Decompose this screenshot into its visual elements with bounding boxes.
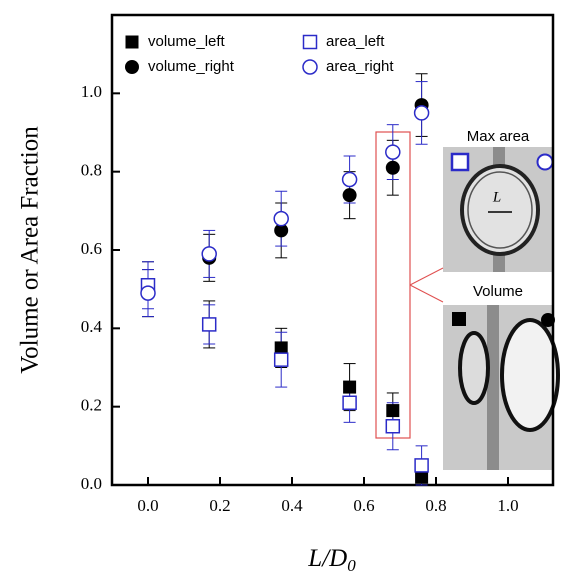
inset-label: Max area (467, 128, 530, 145)
point (273, 210, 289, 227)
inset-drop (458, 331, 490, 405)
connector (409, 284, 444, 303)
legend-label: volume_left (148, 33, 226, 50)
inset-label: L (492, 189, 501, 205)
point (273, 352, 289, 367)
inset-icon (450, 152, 470, 172)
point (386, 404, 400, 418)
x-tick-label: 0.4 (281, 496, 303, 515)
y-tick-label: 1.0 (81, 82, 102, 101)
x-axis-title-main: L/D (307, 545, 347, 572)
x-tick-label: 1.0 (497, 496, 518, 515)
legend-marker (302, 59, 318, 75)
point (385, 419, 401, 434)
inset-icon (452, 312, 466, 326)
inset-drop (467, 171, 533, 249)
inset-icon (536, 153, 554, 171)
legend-label: volume_right (148, 58, 235, 75)
point (342, 188, 357, 203)
point (413, 105, 430, 121)
inset: L Max area Volume (375, 128, 560, 470)
legend-marker (125, 60, 139, 74)
point (342, 395, 357, 410)
legend-label: area_left (326, 33, 385, 50)
inset-drop (460, 164, 540, 256)
y-axis-title: Volume or Area Fraction (17, 126, 44, 374)
point (140, 285, 156, 301)
point (274, 341, 288, 355)
inset-label: Volume (473, 283, 523, 300)
x-tick-label: 0.6 (353, 496, 374, 515)
point (343, 380, 357, 394)
x-axis-title: L/D0 (307, 545, 356, 575)
point (415, 470, 429, 484)
inset-rod (487, 305, 499, 470)
connector (409, 267, 444, 286)
point (274, 223, 289, 238)
y-tick-label: 0.6 (81, 239, 102, 258)
point (414, 458, 429, 473)
inset-icon (541, 313, 555, 327)
x-tick-label: 0.0 (137, 496, 158, 515)
inset-drop (500, 318, 560, 432)
point (341, 171, 358, 188)
y-tick-label: 0.0 (81, 474, 102, 493)
y-tick-label: 0.2 (81, 396, 102, 415)
legend-marker (125, 35, 139, 49)
y-tick-label: 0.4 (81, 317, 103, 336)
y-tick-label: 0.8 (81, 161, 102, 180)
x-tick-label: 0.2 (209, 496, 230, 515)
x-tick-label: 0.8 (425, 496, 446, 515)
point (385, 144, 401, 160)
point (385, 160, 400, 175)
legend-marker (302, 34, 318, 50)
point (201, 317, 217, 332)
point (201, 246, 217, 262)
x-axis-title-sub: 0 (347, 556, 356, 575)
legend-label: area_right (326, 58, 394, 75)
